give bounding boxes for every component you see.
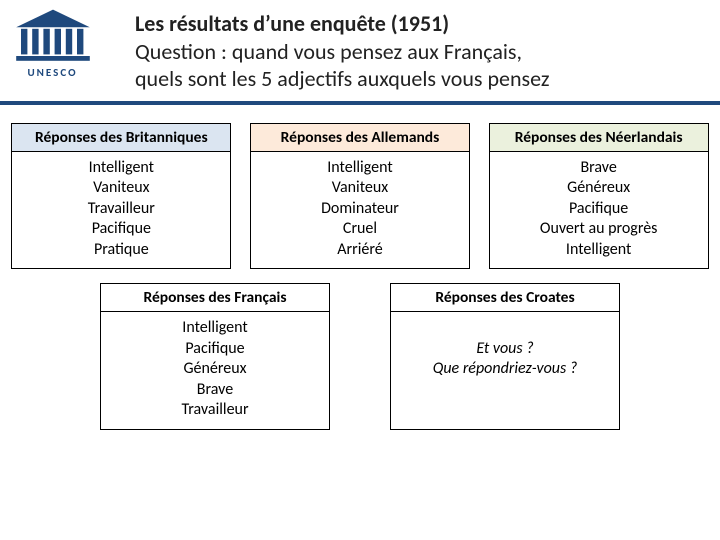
response-panel: Réponses des AllemandsIntelligentVaniteu… (250, 123, 470, 269)
panel-item (395, 318, 615, 338)
header: UNESCO Les résultats d’une enquête (1951… (0, 0, 720, 105)
panel-item: Cruel (255, 219, 465, 239)
panel-item: Et vous ? (395, 339, 615, 359)
panels-row1: Réponses des BritanniquesIntelligentVani… (0, 105, 720, 269)
panel-item: Dominateur (255, 199, 465, 219)
title-block: Les résultats d’une enquête (1951) Quest… (95, 8, 560, 99)
panel-item: Généreux (105, 359, 325, 379)
panel-item: Travailleur (105, 400, 325, 420)
panel-item: Intelligent (255, 158, 465, 178)
panel-body: Et vous ?Que répondriez-vous ? (391, 312, 619, 387)
panel-body: IntelligentPacifiqueGénéreuxBraveTravail… (101, 312, 329, 428)
panel-header: Réponses des Britanniques (12, 124, 230, 152)
panel-item: Intelligent (105, 318, 325, 338)
panel-item: Vaniteux (16, 178, 226, 198)
panel-item: Travailleur (16, 199, 226, 219)
response-panel: Réponses des NéerlandaisBraveGénéreuxPac… (489, 123, 709, 269)
panel-item: Pacifique (16, 219, 226, 239)
title-line1: Les résultats d’une enquête (1951) (135, 10, 550, 38)
panel-item: Pacifique (494, 199, 704, 219)
response-panel: Réponses des BritanniquesIntelligentVani… (11, 123, 231, 269)
panel-item: Intelligent (16, 158, 226, 178)
panel-body: BraveGénéreuxPacifiqueOuvert au progrèsI… (490, 152, 708, 268)
title-line3: quels sont les 5 adjectifs auxquels vous… (135, 65, 550, 93)
panel-header: Réponses des Croates (391, 284, 619, 312)
panel-item: Généreux (494, 178, 704, 198)
panel-header: Réponses des Français (101, 284, 329, 312)
panel-body: IntelligentVaniteuxDominateurCruelArriér… (251, 152, 469, 268)
panel-item: Pacifique (105, 339, 325, 359)
panel-body: IntelligentVaniteuxTravailleurPacifiqueP… (12, 152, 230, 268)
panel-item: Intelligent (494, 240, 704, 260)
temple-icon (13, 8, 93, 64)
panel-item: Pratique (16, 240, 226, 260)
panel-header: Réponses des Néerlandais (490, 124, 708, 152)
panel-item: Que répondriez-vous ? (395, 359, 615, 379)
panel-item: Brave (494, 158, 704, 178)
response-panel: Réponses des FrançaisIntelligentPacifiqu… (100, 283, 330, 429)
title-line2: Question : quand vous pensez aux Françai… (135, 38, 550, 66)
panel-item: Ouvert au progrès (494, 219, 704, 239)
panel-item: Brave (105, 380, 325, 400)
response-panel: Réponses des Croates Et vous ?Que répond… (390, 283, 620, 429)
logo-text: UNESCO (27, 66, 77, 79)
panel-header: Réponses des Allemands (251, 124, 469, 152)
panel-item: Arriéré (255, 240, 465, 260)
unesco-logo: UNESCO (10, 8, 95, 79)
panels-row2: Réponses des FrançaisIntelligentPacifiqu… (0, 269, 720, 429)
panel-item: Vaniteux (255, 178, 465, 198)
